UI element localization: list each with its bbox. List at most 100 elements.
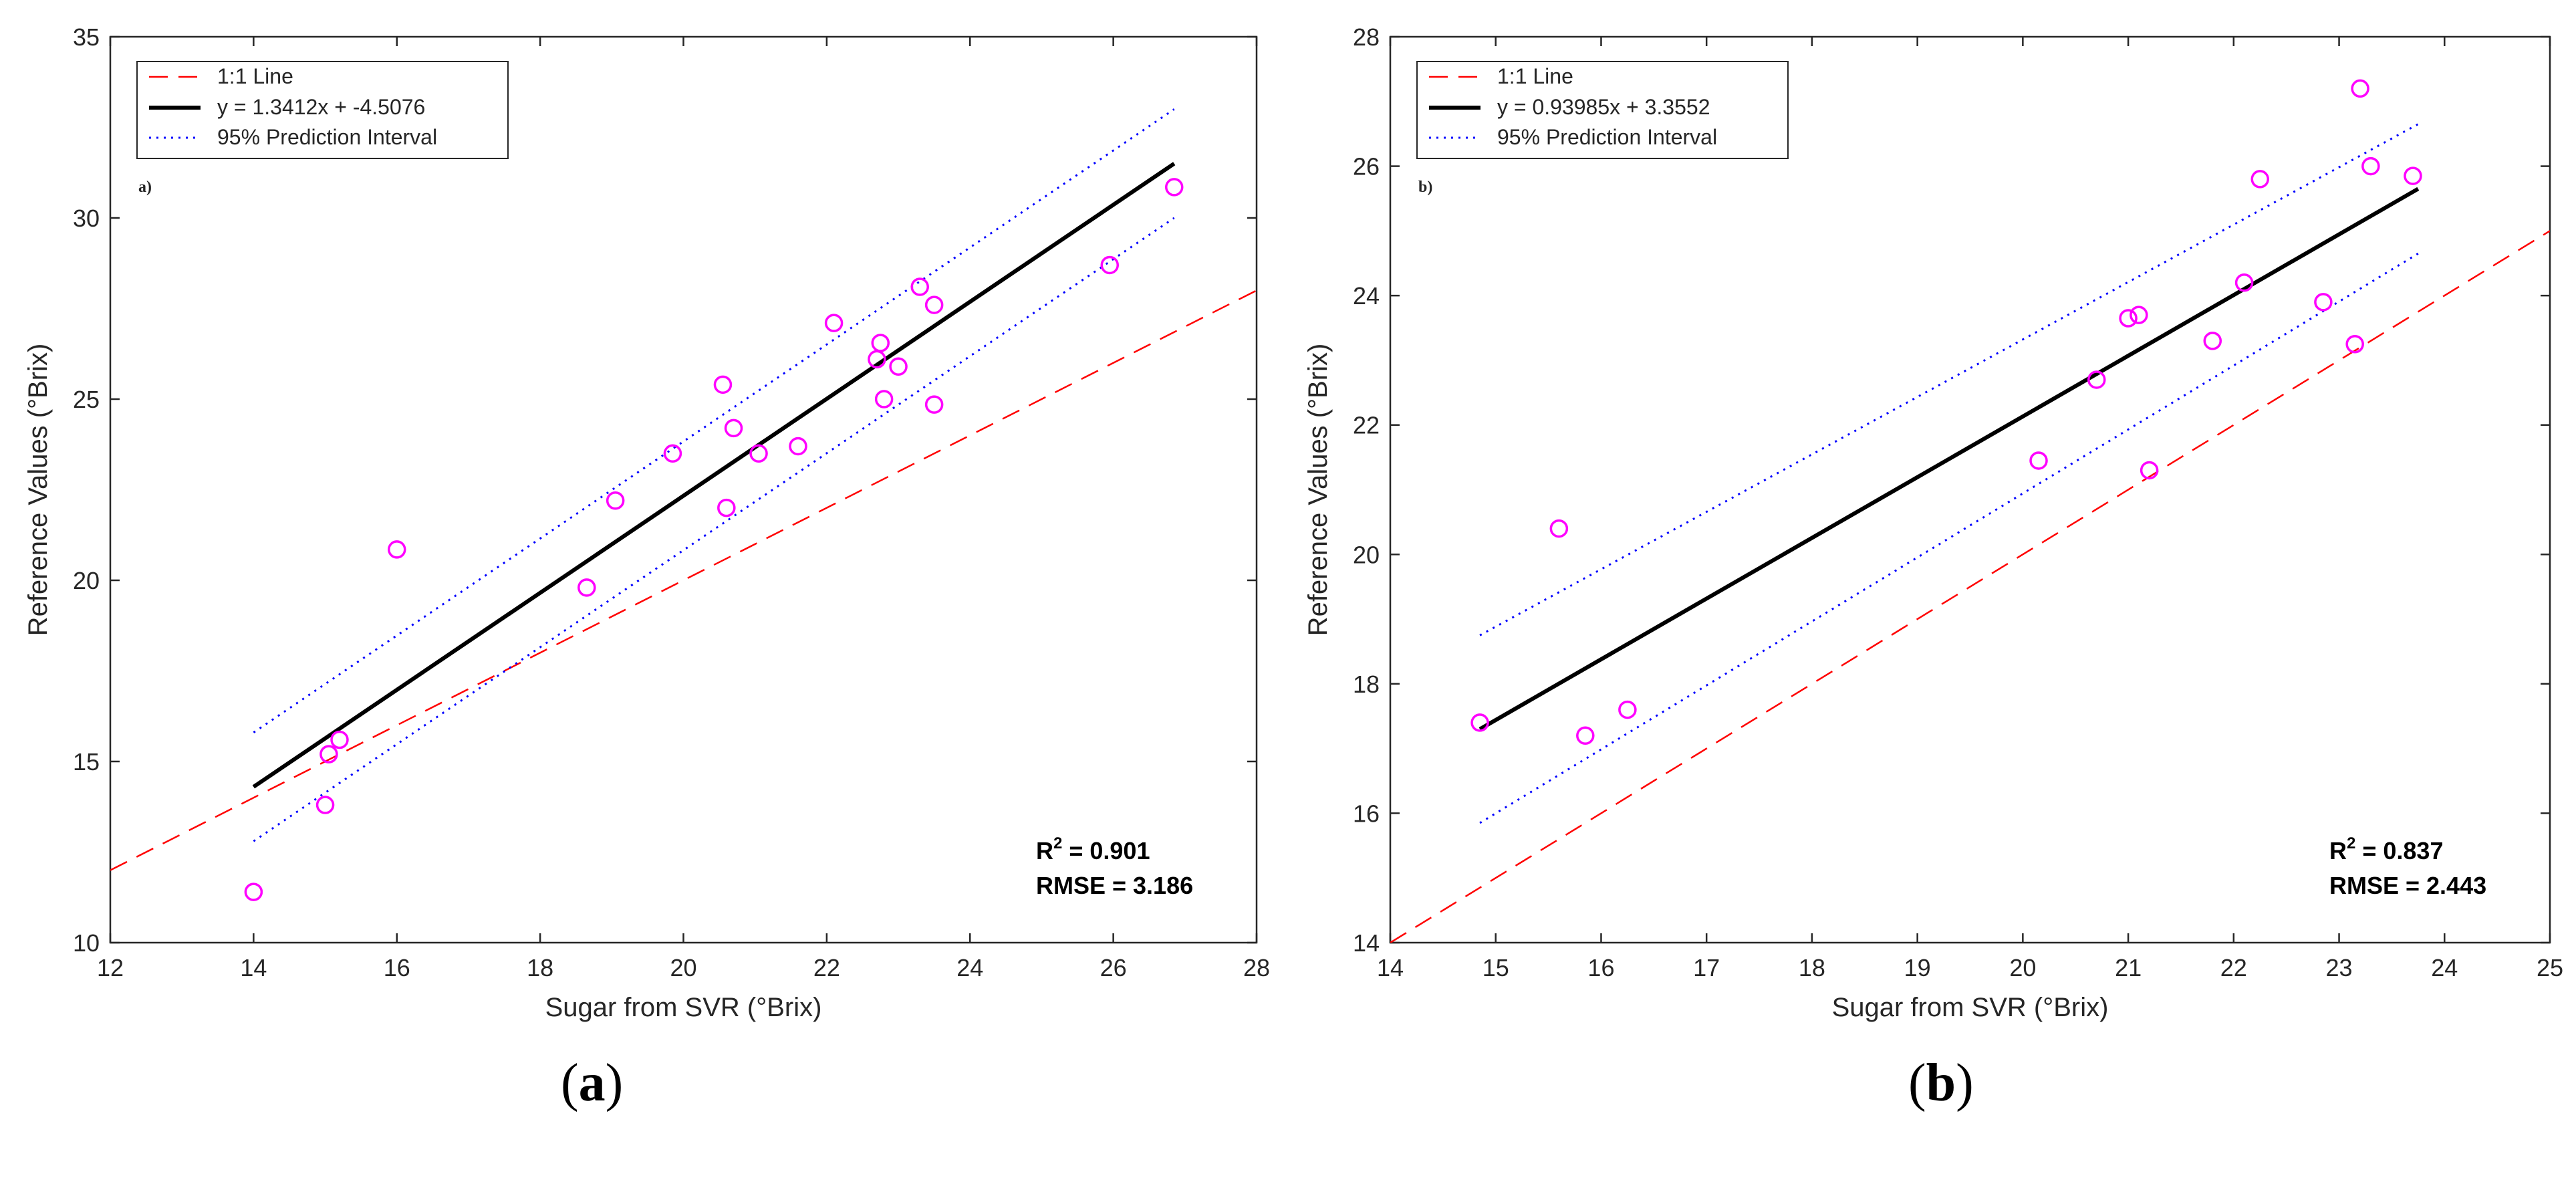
data-point [2140,461,2159,480]
y-tick-label: 16 [1353,800,1380,827]
data-point [713,375,733,394]
data-point [824,314,844,332]
regression-fit-line [1478,187,2420,731]
x-tick-label: 19 [1904,954,1931,981]
x-axis-label: Sugar from SVR (°Brix) [1832,993,2109,1022]
data-point [388,540,406,559]
data-point [244,882,263,901]
prediction-interval-lower [253,217,1175,842]
r-squared-superscript: 2 [1053,834,1062,852]
x-tick-label: 18 [527,954,553,981]
y-tick-label: 35 [73,23,100,51]
y-tick-label: 15 [73,748,100,776]
x-tick-label: 15 [1483,954,1509,981]
data-point [724,419,743,438]
y-tick-label: 22 [1353,412,1380,439]
caption-letter-b: b [1926,1054,1956,1112]
data-point [2361,156,2380,176]
rmse-stat: RMSE = 2.443 [2329,872,2486,899]
legend-label: y = 1.3412x + -4.5076 [217,95,425,119]
data-point [789,437,807,456]
y-tick-label: 24 [1353,282,1380,310]
data-point [910,277,929,296]
data-point [2234,273,2254,292]
panel-tag: b) [1418,179,1432,196]
data-point [2404,166,2422,185]
data-point [577,578,596,597]
x-tick-label: 23 [2326,954,2353,981]
r-squared-label: R [1036,837,1053,864]
x-tick-label: 14 [1377,954,1404,981]
legend-label: 1:1 Line [217,64,293,88]
prediction-interval-upper [1479,123,2419,636]
r-squared-superscript: 2 [2347,834,2355,852]
x-axis-label: Sugar from SVR (°Brix) [545,993,822,1022]
data-point [1164,178,1184,197]
one-to-one-line [110,289,1257,871]
y-tick-label: 10 [73,929,100,957]
data-point [2351,79,2369,98]
x-tick-label: 20 [2009,954,2036,981]
data-point [1576,726,1595,745]
r-squared-stat: R2 = 0.837 [2329,834,2443,864]
chart-panel-a: 12 14 16 18 20 22 24 26 28 10 15 20 25 30 35 Sugar from… [23,23,1270,1022]
chart-panel-b: 14 15 16 17 18 19 20 21 22 23 24 25 14 16 18 20 22 24 26 28… [1303,23,2563,1022]
data-point [330,730,349,749]
x-tick-label: 24 [2431,954,2458,981]
x-tick-label: 16 [384,954,410,981]
x-tick-label: 21 [2115,954,2142,981]
legend-box [1416,61,1789,159]
legend-label: 1:1 Line [1497,64,1573,88]
r-squared-label: R [2329,837,2347,864]
data-point [1549,519,1569,538]
legend-box [136,61,509,159]
panel-tag: a) [138,179,152,196]
caption-letter-a: a [578,1054,606,1112]
y-tick-label: 20 [73,567,100,594]
x-tick-label: 20 [670,954,696,981]
y-axis-label: Reference Values (°Brix) [1303,344,1333,636]
plot-lines [110,108,1257,871]
x-tick-label: 28 [1243,954,1270,981]
data-point [874,390,894,408]
y-tick-label: 18 [1353,671,1380,698]
x-tick-label: 16 [1587,954,1614,981]
x-tick-label: 17 [1693,954,1720,981]
legend-label: y = 0.93985x + 3.3552 [1497,95,1710,119]
plot-lines [1390,123,2550,943]
x-tick-label: 22 [813,954,840,981]
x-tick-label: 24 [956,954,983,981]
data-point [663,444,682,463]
caption-a: (a) [561,1054,624,1112]
data-point [924,395,944,414]
data-point [319,745,338,763]
x-tick-label: 12 [97,954,124,981]
plot-area [109,35,1258,944]
data-point [315,796,335,814]
r-squared-value: = 0.901 [1062,837,1150,864]
r-squared-stat: R2 = 0.901 [1036,834,1150,864]
regression-fit-line [252,162,1176,789]
y-axis-label: Reference Values (°Brix) [23,344,53,636]
data-point [2250,170,2269,189]
x-tick-label: 25 [2537,954,2563,981]
y-tick-label: 25 [73,386,100,413]
data-point [1100,255,1120,275]
data-point [1618,700,1637,719]
data-point [2087,370,2106,389]
data-point [717,498,736,517]
r-squared-value: = 0.837 [2355,837,2443,864]
legend-label: 95% Prediction Interval [1497,125,1717,149]
one-to-one-line [1390,230,2550,943]
data-point [2029,451,2048,470]
data-point [2314,293,2333,312]
data-point [871,334,890,352]
data-point [1470,713,1489,732]
x-tick-label: 18 [1799,954,1825,981]
y-tick-label: 28 [1353,23,1380,51]
rmse-stat: RMSE = 3.186 [1036,872,1193,899]
prediction-interval-upper [253,108,1175,733]
data-point [2345,334,2364,354]
x-tick-label: 14 [240,954,267,981]
